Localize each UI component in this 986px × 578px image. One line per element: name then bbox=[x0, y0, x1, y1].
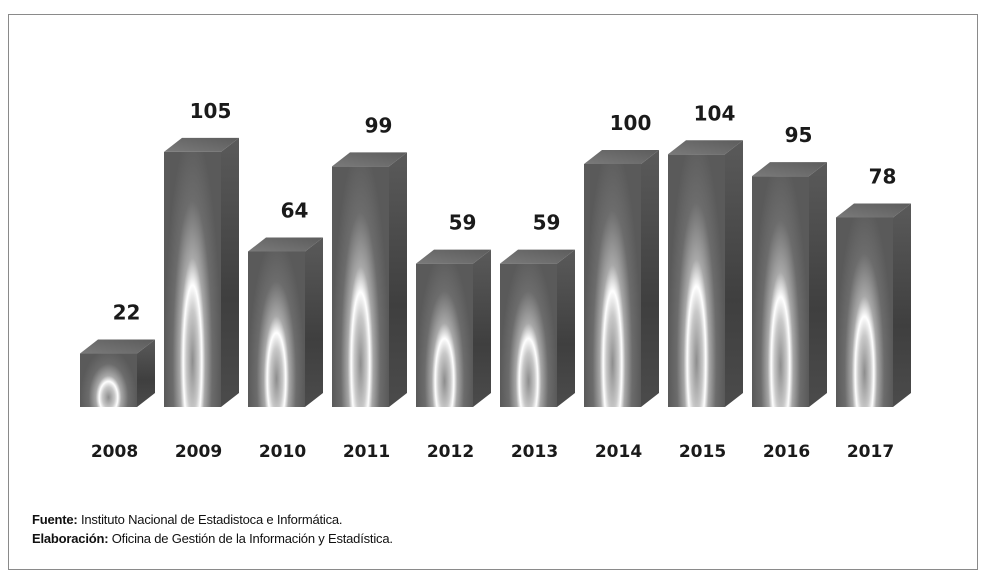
chart-notes: Fuente: Instituto Nacional de Estadistoc… bbox=[32, 510, 393, 548]
category-label-2015: 2015 bbox=[679, 442, 726, 462]
category-label-2012: 2012 bbox=[427, 442, 474, 462]
bar-front-2016 bbox=[752, 176, 809, 407]
bar-top-2017 bbox=[836, 203, 911, 218]
value-label-2014: 100 bbox=[610, 111, 652, 135]
category-label-2017: 2017 bbox=[847, 442, 894, 462]
value-label-2017: 78 bbox=[869, 164, 897, 188]
bar-2015 bbox=[668, 140, 743, 407]
bar-side-2012 bbox=[473, 249, 491, 407]
bar-side-2013 bbox=[557, 249, 575, 407]
bar-top-2010 bbox=[248, 237, 323, 252]
value-label-2011: 99 bbox=[365, 113, 393, 137]
category-label-2009: 2009 bbox=[175, 442, 222, 462]
bar-2010 bbox=[248, 237, 323, 407]
bar-front-2010 bbox=[248, 251, 305, 407]
bar-top-2009 bbox=[164, 137, 239, 152]
bar-2011 bbox=[332, 152, 407, 407]
value-label-2010: 64 bbox=[281, 198, 309, 222]
bar-top-2016 bbox=[752, 162, 827, 177]
bar-front-2011 bbox=[332, 166, 389, 407]
bar-2017 bbox=[836, 203, 911, 407]
category-label-2008: 2008 bbox=[91, 442, 138, 462]
bar-2009 bbox=[164, 137, 239, 407]
bar-top-2011 bbox=[332, 152, 407, 167]
bar-front-2014 bbox=[584, 164, 641, 407]
value-labels-group: 22 105 64 99 59 59 100 104 95 78 bbox=[113, 99, 897, 325]
bars-group bbox=[80, 137, 911, 407]
source-text: Instituto Nacional de Estadistoca e Info… bbox=[80, 512, 343, 527]
category-label-2014: 2014 bbox=[595, 442, 642, 462]
bar-front-2008 bbox=[80, 353, 137, 407]
category-label-2010: 2010 bbox=[259, 442, 306, 462]
credit-label: Elaboración: bbox=[32, 531, 109, 546]
bar-side-2008 bbox=[137, 339, 155, 407]
bar-front-2013 bbox=[500, 263, 557, 407]
bar-side-2017 bbox=[893, 203, 911, 407]
category-label-2016: 2016 bbox=[763, 442, 810, 462]
value-label-2012: 59 bbox=[449, 211, 477, 235]
category-label-2011: 2011 bbox=[343, 442, 390, 462]
category-labels-group: 2008 2009 2010 2011 2012 2013 2014 2015 2016 2017 bbox=[91, 442, 894, 462]
bar-top-2013 bbox=[500, 249, 575, 264]
bar-side-2010 bbox=[305, 237, 323, 407]
bar-side-2016 bbox=[809, 162, 827, 407]
bar-front-2017 bbox=[836, 217, 893, 407]
value-label-2016: 95 bbox=[785, 123, 813, 147]
category-label-2013: 2013 bbox=[511, 442, 558, 462]
bar-side-2015 bbox=[725, 140, 743, 407]
bar-front-2015 bbox=[668, 154, 725, 407]
bar-2014 bbox=[584, 150, 659, 407]
value-label-2009: 105 bbox=[190, 99, 232, 123]
value-label-2008: 22 bbox=[113, 301, 141, 325]
bar-side-2014 bbox=[641, 150, 659, 407]
source-label: Fuente: bbox=[32, 512, 78, 527]
value-label-2013: 59 bbox=[533, 211, 561, 235]
credit-text: Oficina de Gestión de la Información y E… bbox=[111, 531, 393, 546]
bar-top-2008 bbox=[80, 339, 155, 354]
source-line: Fuente: Instituto Nacional de Estadistoc… bbox=[32, 510, 393, 529]
bar-side-2009 bbox=[221, 137, 239, 407]
bar-front-2012 bbox=[416, 263, 473, 407]
bar-2016 bbox=[752, 162, 827, 407]
bar-top-2014 bbox=[584, 150, 659, 164]
bar-2012 bbox=[416, 249, 491, 407]
bar-top-2012 bbox=[416, 249, 491, 264]
bar-front-2009 bbox=[164, 151, 221, 407]
credit-line: Elaboración: Oficina de Gestión de la In… bbox=[32, 529, 393, 548]
bar-2008 bbox=[80, 339, 155, 407]
value-label-2015: 104 bbox=[694, 101, 736, 125]
bar-top-2015 bbox=[668, 140, 743, 155]
bar-side-2011 bbox=[389, 152, 407, 407]
bar-2013 bbox=[500, 249, 575, 407]
